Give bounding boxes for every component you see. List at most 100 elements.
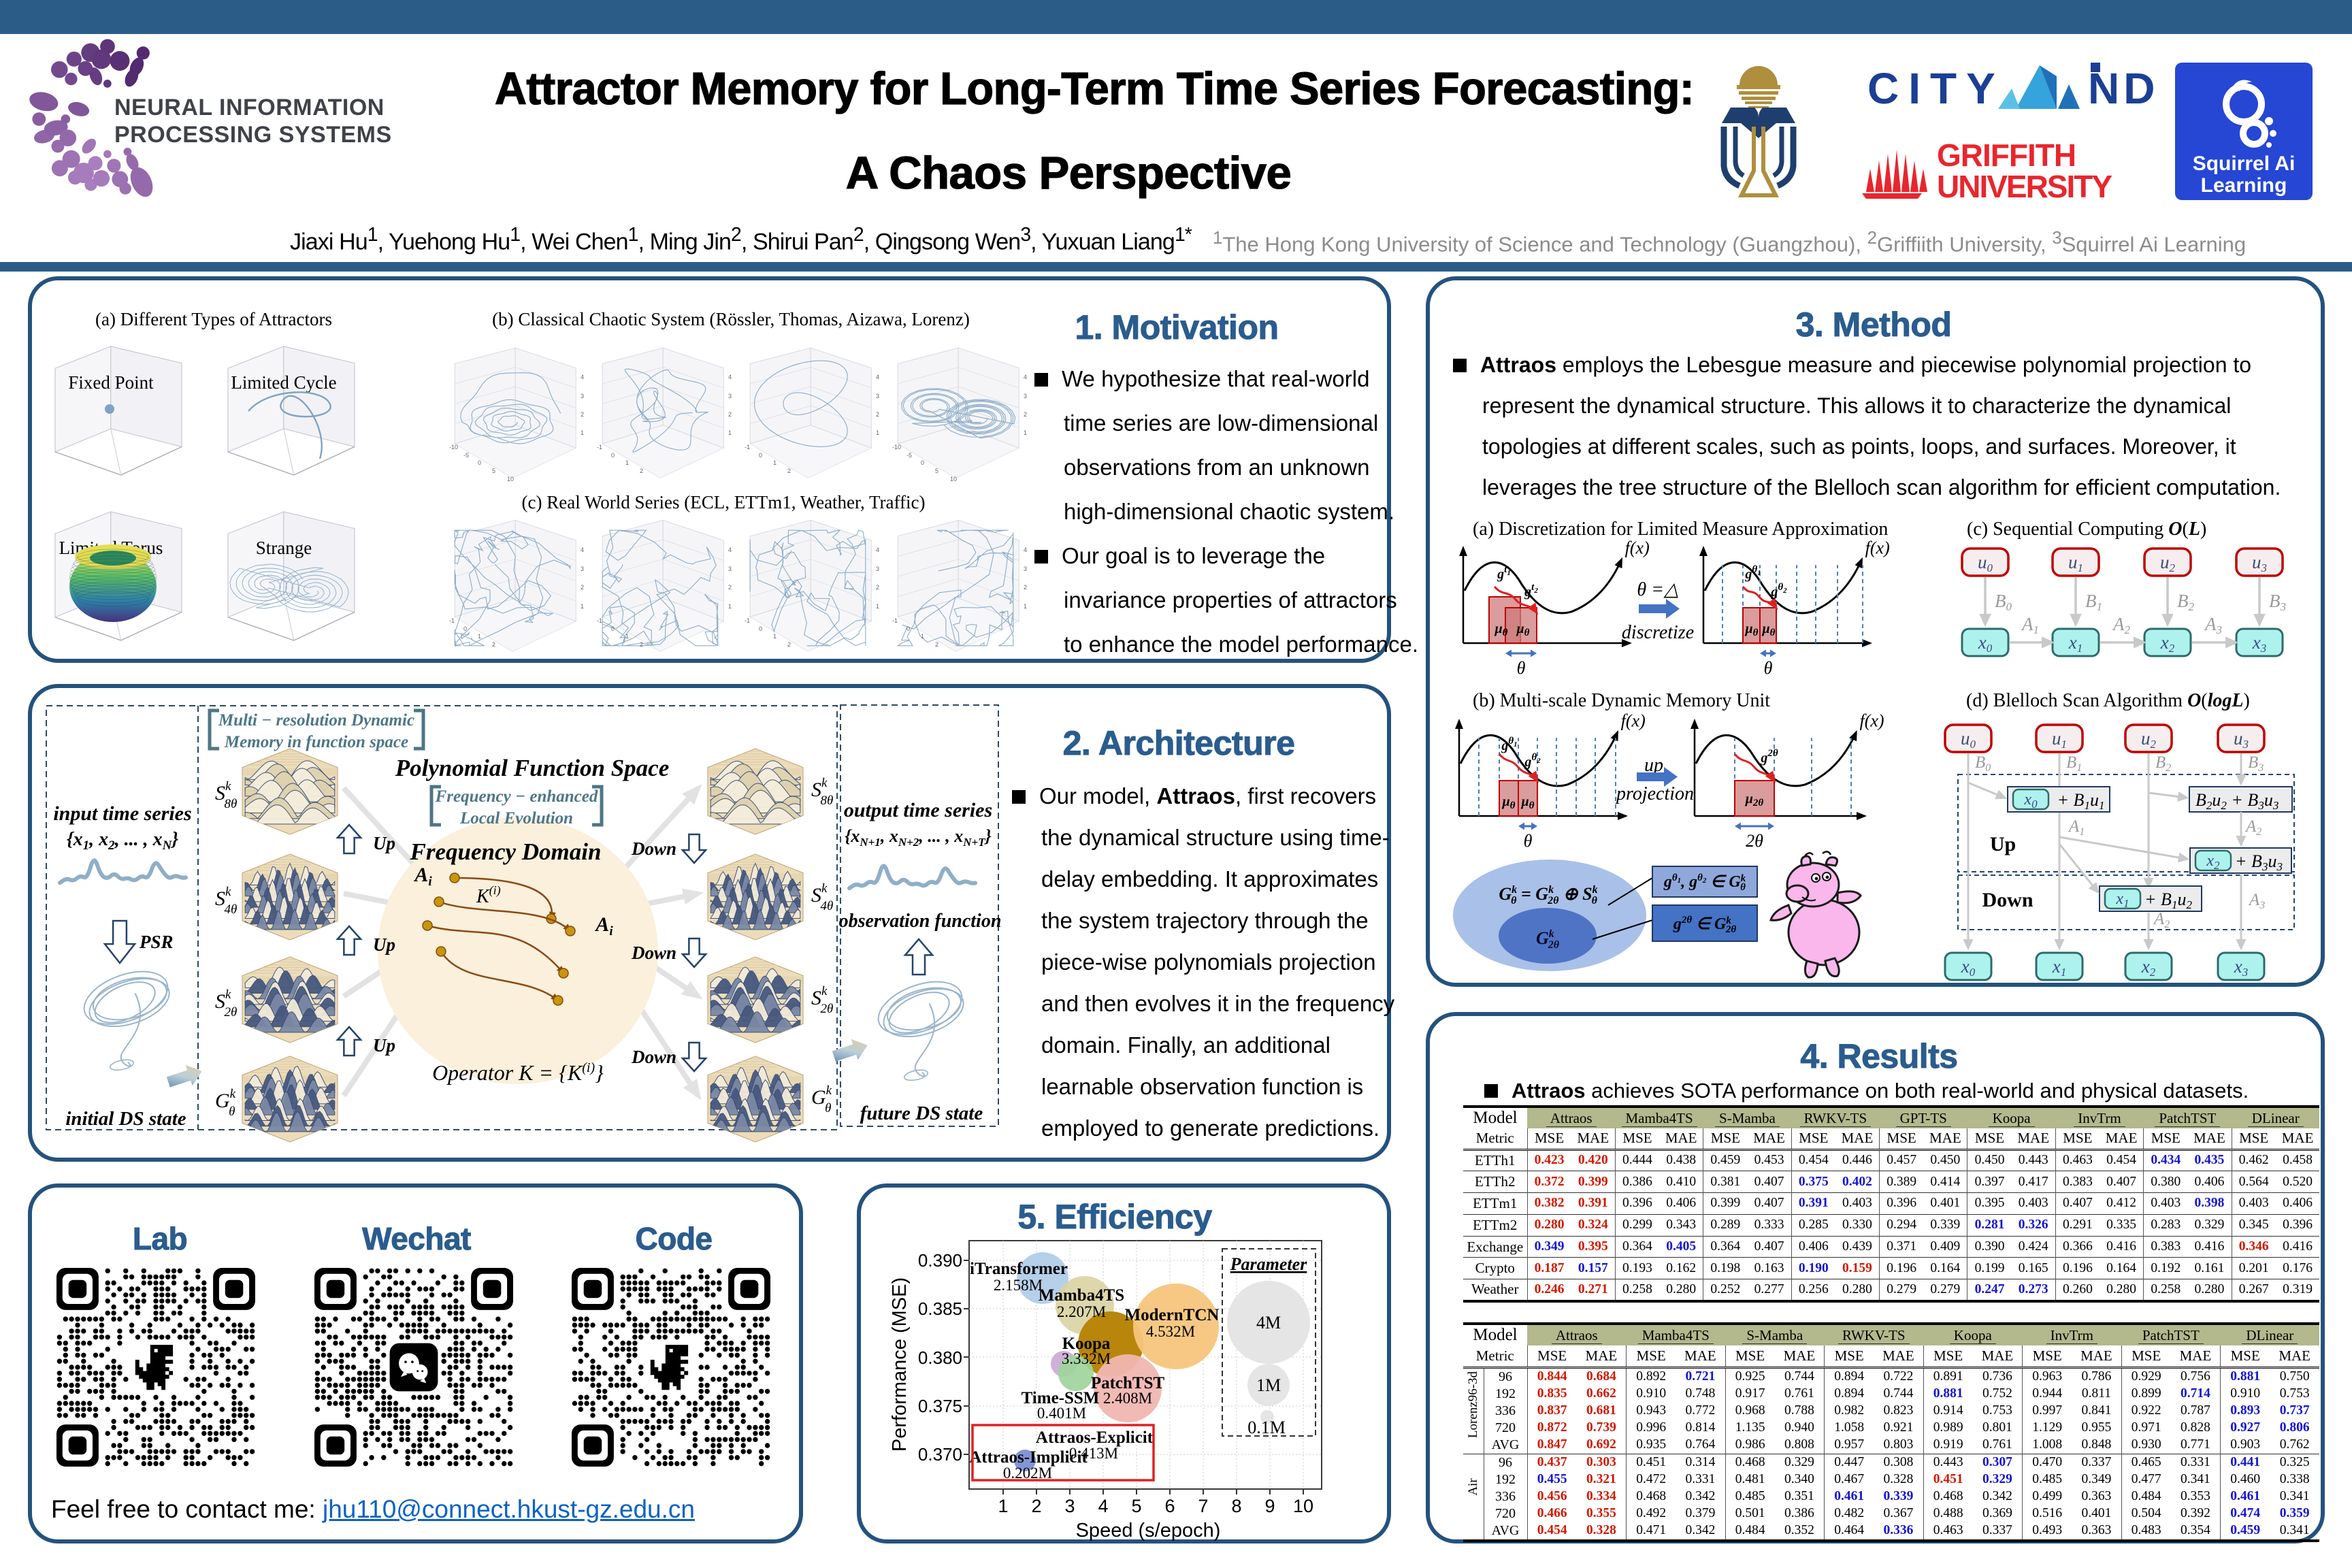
svg-text:2: 2 <box>640 641 643 648</box>
svg-text:10: 10 <box>950 476 957 483</box>
svg-text:0.370: 0.370 <box>918 1444 962 1465</box>
svg-text:2: 2 <box>1031 1496 1041 1516</box>
svg-text:5: 5 <box>1131 1496 1141 1516</box>
svg-text:Attraos-Implicit: Attraos-Implicit <box>969 1448 1088 1467</box>
svg-text:3: 3 <box>1064 1496 1075 1516</box>
svg-text:ND: ND <box>2088 64 2159 113</box>
svg-text:4: 4 <box>728 374 732 380</box>
svg-text:Fixed Point: Fixed Point <box>68 372 154 393</box>
svg-text:+ B1u1: + B1u1 <box>2053 790 2104 812</box>
svg-text:Memory in function space: Memory in function space <box>224 733 408 751</box>
svg-text:(d) Blelloch Scan Algorithm O(: (d) Blelloch Scan Algorithm O(logL) <box>1966 690 2250 711</box>
svg-text:B1: B1 <box>2066 753 2082 774</box>
svg-text:1: 1 <box>876 429 879 436</box>
svg-text:1: 1 <box>1024 603 1027 610</box>
svg-text:θ: θ <box>1517 658 1526 678</box>
svg-text:2: 2 <box>728 411 732 418</box>
svg-text:-1: -1 <box>892 617 898 624</box>
svg-text:4: 4 <box>1024 374 1027 380</box>
svg-text:0.380: 0.380 <box>918 1348 962 1368</box>
svg-text:-1: -1 <box>597 444 602 451</box>
svg-text:K(i): K(i) <box>476 883 501 907</box>
svg-text:0.401M: 0.401M <box>1037 1405 1086 1422</box>
svg-text:4M: 4M <box>1256 1313 1281 1333</box>
svg-text:2.408M: 2.408M <box>1103 1390 1152 1407</box>
svg-text:A1: A1 <box>2068 817 2085 838</box>
svg-text:Up: Up <box>373 833 395 853</box>
svg-text:3: 3 <box>581 566 584 572</box>
svg-text:0: 0 <box>478 459 481 466</box>
svg-text:2: 2 <box>787 468 791 474</box>
svg-text:0.385: 0.385 <box>918 1298 962 1319</box>
svg-text:1: 1 <box>876 603 879 610</box>
svg-text:3: 3 <box>728 566 732 572</box>
svg-text:PatchTST: PatchTST <box>1091 1374 1165 1392</box>
svg-text:2: 2 <box>787 641 791 648</box>
svg-text:3: 3 <box>1024 566 1027 572</box>
svg-text:1M: 1M <box>1256 1375 1281 1395</box>
svg-text:gθ2: gθ2 <box>1770 582 1787 600</box>
svg-text:2: 2 <box>1024 411 1027 418</box>
svg-text:2: 2 <box>492 641 495 648</box>
svg-text:4: 4 <box>876 374 879 380</box>
svg-text:output time series: output time series <box>844 799 992 821</box>
svg-text:9: 9 <box>1264 1496 1275 1516</box>
svg-text:B0: B0 <box>1995 591 2012 613</box>
svg-text:7: 7 <box>1198 1496 1208 1516</box>
svg-text:-10: -10 <box>892 444 901 451</box>
svg-text:3: 3 <box>876 393 879 399</box>
svg-text:θ: θ <box>1764 658 1773 678</box>
svg-text:Down: Down <box>631 943 676 963</box>
svg-text:up: up <box>1644 755 1663 776</box>
svg-text:-10: -10 <box>449 444 458 451</box>
svg-text:GRIFFITH: GRIFFITH <box>1937 137 2076 173</box>
svg-text:ModernTCN: ModernTCN <box>1125 1306 1220 1324</box>
svg-text:future DS state: future DS state <box>860 1102 983 1124</box>
svg-text:gt2: gt2 <box>1524 582 1538 600</box>
svg-text:A3: A3 <box>2204 614 2222 636</box>
svg-text:B2u2 + B3u3: B2u2 + B3u3 <box>2195 790 2278 812</box>
svg-text:0.375: 0.375 <box>918 1396 962 1416</box>
svg-text:(a) Different Types of Attract: (a) Different Types of Attractors <box>95 309 332 329</box>
svg-text:0: 0 <box>611 452 615 459</box>
svg-text:A1: A1 <box>2021 614 2039 636</box>
svg-text:1: 1 <box>998 1496 1008 1516</box>
svg-text:Performance (MSE): Performance (MSE) <box>889 1277 911 1452</box>
svg-text:4: 4 <box>1098 1496 1108 1516</box>
svg-text:PSR: PSR <box>139 932 174 952</box>
svg-text:Strange: Strange <box>256 538 312 558</box>
svg-text:(a) Discretization for Limited: (a) Discretization for Limited Measure A… <box>1473 519 1888 540</box>
svg-text:0.390: 0.390 <box>918 1250 962 1271</box>
svg-text:gθ1: gθ1 <box>1501 736 1517 753</box>
svg-text:-1: -1 <box>745 617 750 624</box>
svg-text:CITY: CITY <box>1867 64 2005 113</box>
svg-text:(c) Real World Series (ECL, ET: (c) Real World Series (ECL, ETTm1, Weath… <box>522 492 926 512</box>
svg-text:4: 4 <box>728 546 732 553</box>
svg-text:Koopa: Koopa <box>1062 1335 1111 1353</box>
svg-text:2: 2 <box>581 411 584 418</box>
svg-text:(b) Multi-scale Dynamic Memory: (b) Multi-scale Dynamic Memory Unit <box>1473 690 1770 711</box>
svg-text:0: 0 <box>463 625 467 632</box>
svg-text:f(x): f(x) <box>1625 538 1650 557</box>
svg-text:1: 1 <box>581 429 584 436</box>
svg-text:2: 2 <box>640 468 643 474</box>
svg-text:2: 2 <box>581 584 584 591</box>
svg-text:1: 1 <box>625 459 629 466</box>
svg-text:Gkθ: Gk θ <box>215 1087 236 1119</box>
svg-text:Limited Cycle: Limited Cycle <box>231 372 336 393</box>
svg-text:gθ2: gθ2 <box>1524 752 1541 770</box>
svg-text:f(x): f(x) <box>1621 710 1646 730</box>
svg-text:0: 0 <box>921 459 924 466</box>
svg-text:+ B3u3: + B3u3 <box>2235 851 2283 873</box>
svg-text:4.532M: 4.532M <box>1146 1323 1195 1340</box>
svg-text:A3: A3 <box>2248 891 2265 911</box>
svg-text:observation function: observation function <box>839 911 1002 932</box>
svg-text:5: 5 <box>492 468 495 474</box>
svg-text:1: 1 <box>581 603 584 610</box>
svg-text:discretize: discretize <box>1622 622 1694 643</box>
